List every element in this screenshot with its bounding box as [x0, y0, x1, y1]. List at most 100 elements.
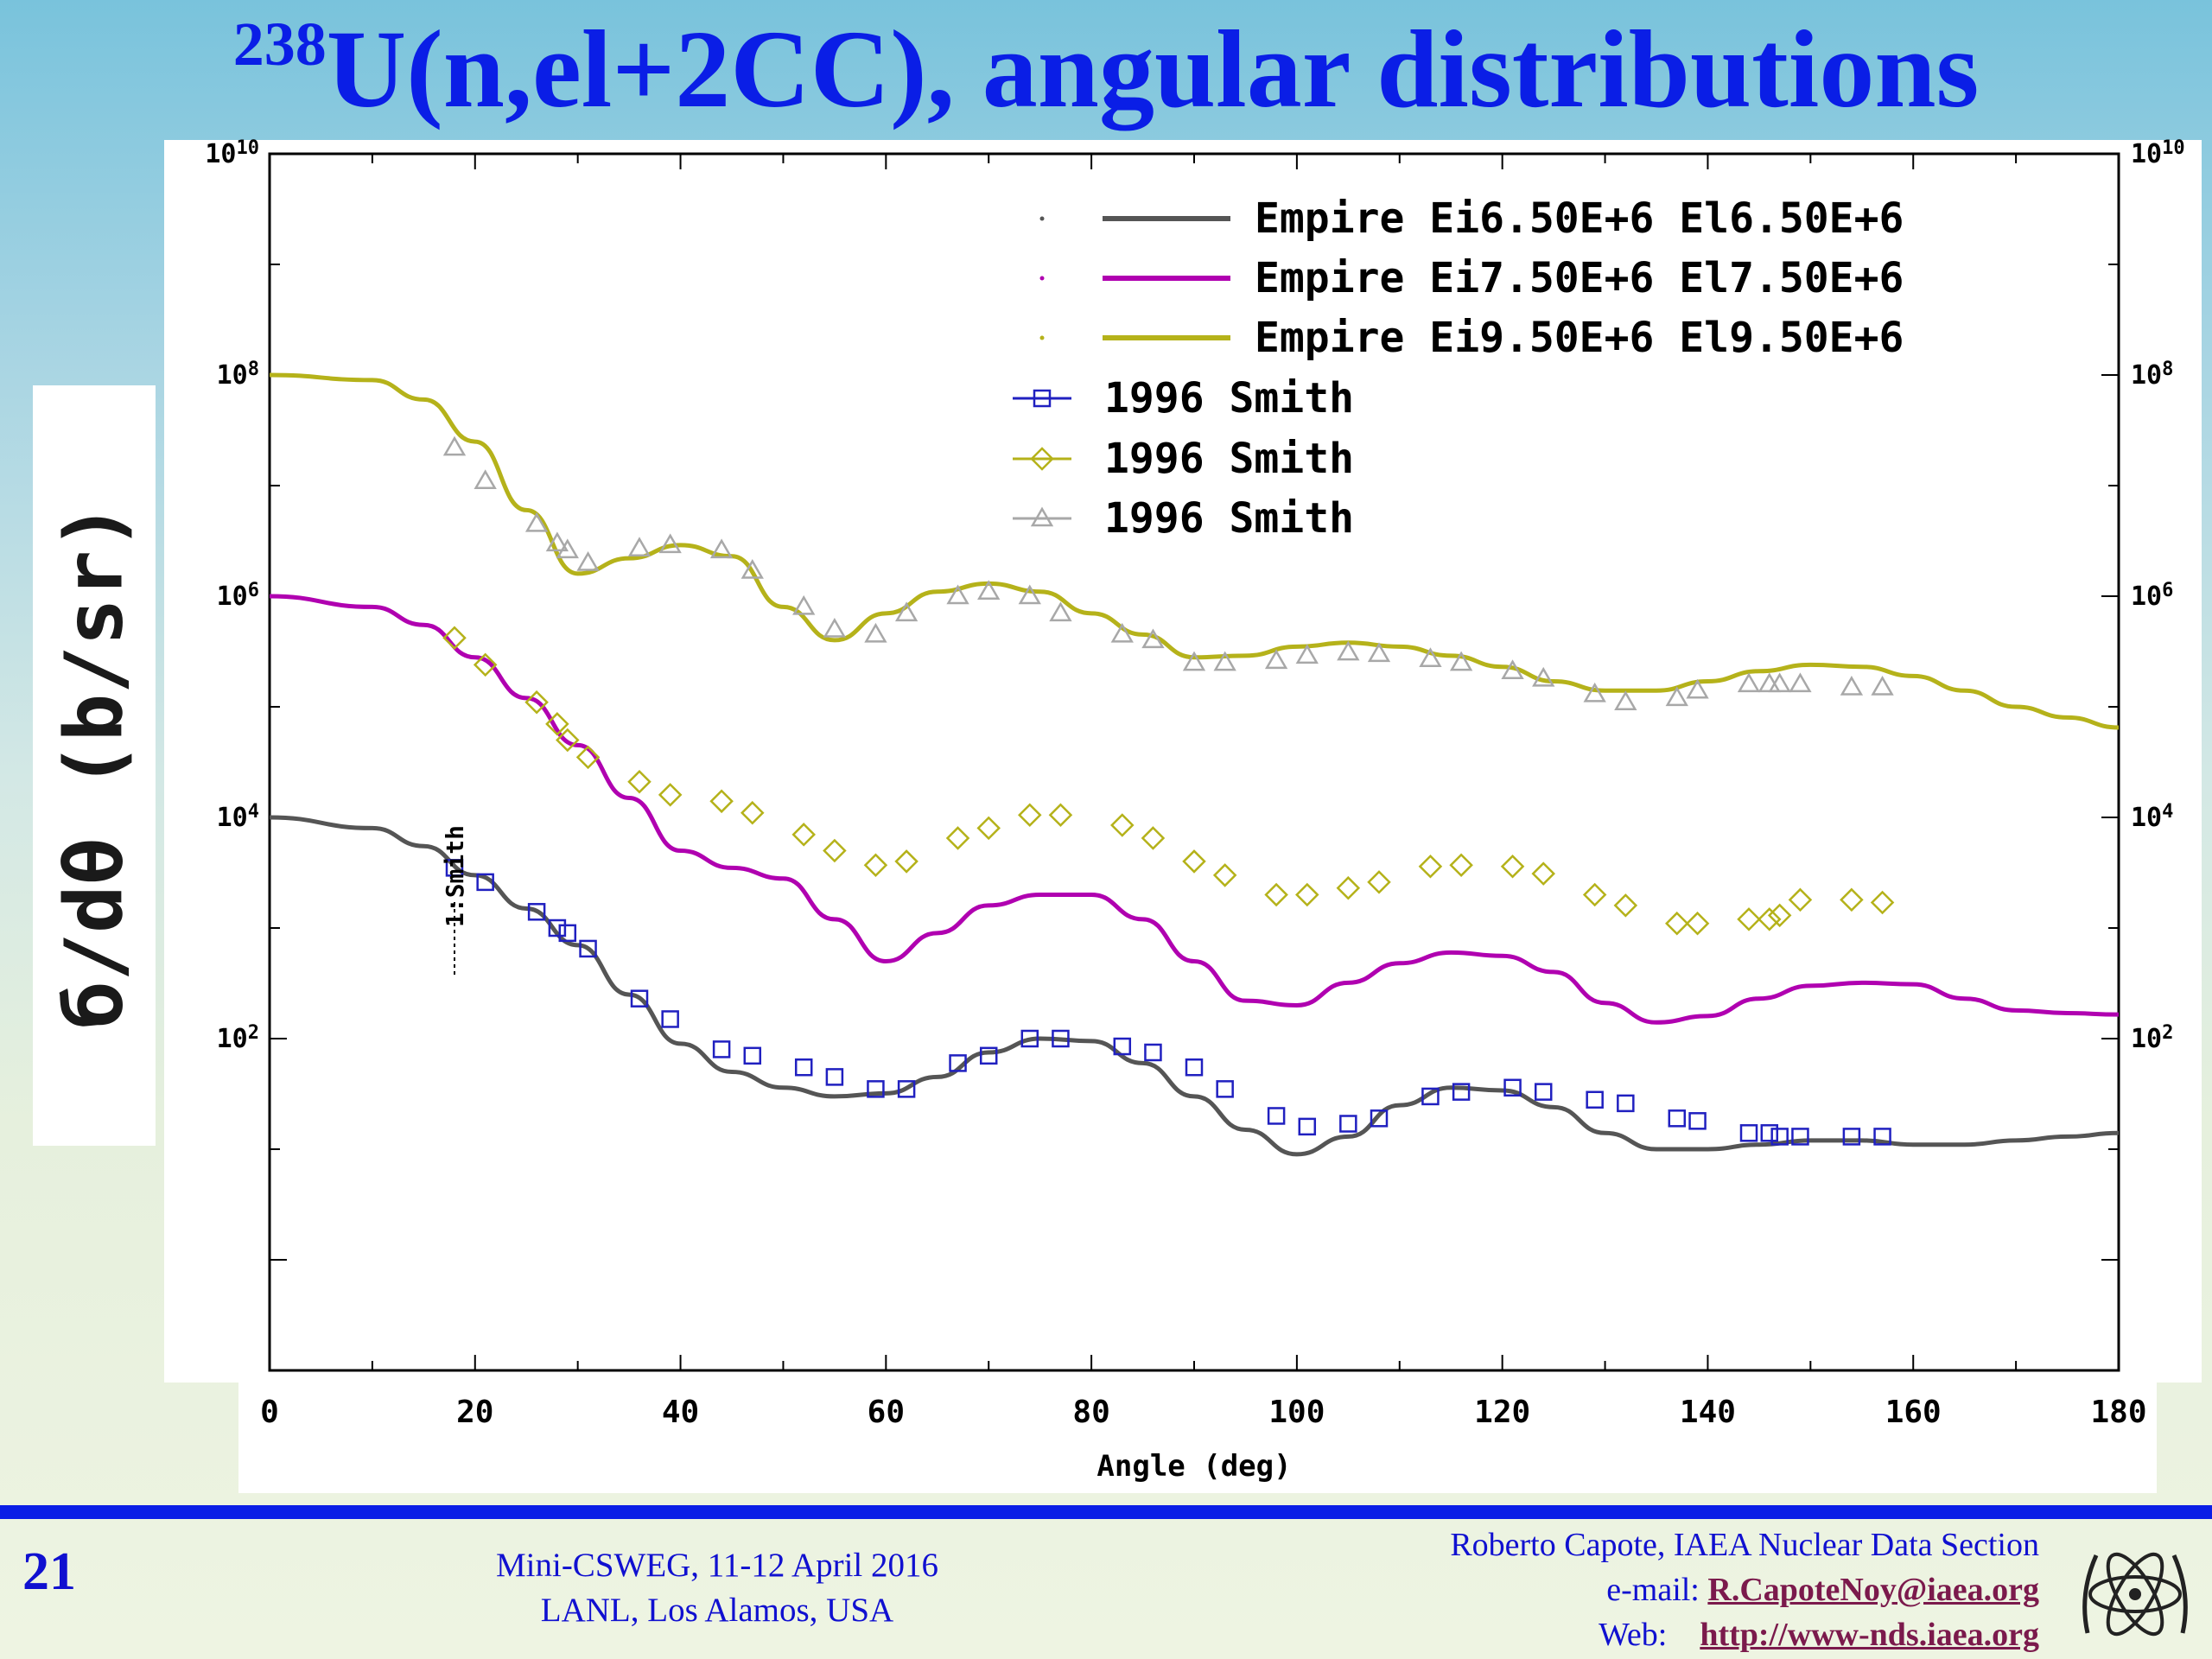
data-point-diamond [1685, 911, 1710, 936]
legend-entry: 1996 Smith [1104, 435, 1354, 483]
data-point-triangle [1768, 672, 1791, 693]
data-point-diamond [545, 712, 569, 736]
x-tick-label: 160 [1885, 1395, 1942, 1430]
x-tick-label: 80 [1072, 1395, 1109, 1430]
data-point-square [1791, 1128, 1809, 1146]
data-point-diamond [1418, 855, 1443, 879]
data-point-diamond [1182, 849, 1206, 874]
x-tick-label: 40 [662, 1395, 699, 1430]
data-point-square [558, 924, 577, 943]
data-point-triangle [556, 538, 579, 559]
x-tick-label: 100 [1268, 1395, 1325, 1430]
data-point-triangle [1789, 672, 1812, 693]
x-axis-label-background [238, 1379, 2157, 1493]
data-point-diamond [1767, 903, 1792, 928]
conference-line-2: LANL, Los Alamos, USA [540, 1592, 894, 1629]
data-point-diamond [1449, 853, 1473, 878]
data-point-diamond [1264, 882, 1288, 907]
right-axis-background [2124, 140, 2202, 1382]
data-point-diamond [575, 745, 601, 770]
data-point-triangle [1049, 601, 1072, 622]
data-point-triangle [1337, 640, 1360, 661]
author-line: Roberto Capote, IAEA Nuclear Data Sectio… [1450, 1527, 2039, 1563]
data-point-triangle [741, 559, 764, 579]
data-point-diamond [1367, 870, 1391, 894]
data-point-triangle [1141, 628, 1165, 649]
data-point-square [527, 903, 546, 921]
data-point-diamond [1141, 826, 1166, 850]
y-tick-label-right: 1010 [2131, 137, 2185, 169]
data-point-triangle [1614, 690, 1637, 710]
data-point-square [979, 1046, 998, 1065]
data-point-diamond [524, 690, 549, 715]
data-point-diamond [658, 783, 683, 807]
series-line-3 [269, 372, 2120, 730]
data-point-diamond [1110, 813, 1135, 837]
data-point-diamond [863, 853, 888, 878]
data-point-triangle [1419, 647, 1442, 668]
data-point-triangle [1213, 651, 1236, 671]
data-point-square [630, 989, 649, 1007]
data-point-square [1339, 1115, 1357, 1133]
data-point-diamond [1665, 911, 1689, 936]
slide-title: 238U(n,el+2CC), angular distributions [0, 0, 2212, 138]
data-point-diamond [945, 826, 970, 850]
author-info: Roberto Capote, IAEA Nuclear Data Sectio… [1123, 1522, 2039, 1657]
data-point-triangle [442, 435, 467, 456]
data-point-triangle [1295, 644, 1319, 664]
page-number: 21 [22, 1542, 76, 1601]
web-label: Web: [1599, 1617, 1668, 1653]
data-point-square [1370, 1109, 1389, 1128]
data-point-square [1586, 1090, 1604, 1109]
y-tick-label-right: 104 [2131, 801, 2173, 833]
data-point-triangle [977, 580, 1001, 600]
y-axis-label-box [33, 385, 156, 1146]
data-point-diamond [1531, 861, 1555, 886]
legend-entry: Empire Ei9.50E+6 El9.50E+6 [1255, 314, 1904, 362]
data-point-triangle [1532, 666, 1555, 687]
data-point-square [825, 1068, 844, 1086]
title-text: U(n,el+2CC), angular distributions [326, 8, 1980, 130]
email-label: e-mail: [1606, 1572, 1700, 1608]
data-point-triangle [946, 584, 969, 605]
data-point-diamond [1613, 893, 1638, 918]
data-point-square [1298, 1117, 1317, 1136]
data-point-square [1421, 1087, 1440, 1106]
data-point-triangle [864, 622, 887, 643]
data-point-square [1216, 1080, 1234, 1098]
x-tick-label: 140 [1680, 1395, 1736, 1430]
data-point-triangle [1110, 622, 1134, 643]
data-point-triangle [627, 537, 652, 557]
data-point-diamond [1788, 887, 1813, 912]
data-point-triangle [1449, 651, 1473, 671]
x-tick-label: 60 [868, 1395, 905, 1430]
data-point-triangle [658, 533, 682, 554]
y-tick-label-right: 102 [2131, 1022, 2173, 1054]
legend-point [1039, 335, 1045, 340]
data-point-square [445, 859, 464, 877]
legend-entry: 1996 Smith [1104, 374, 1354, 423]
data-point-square [1267, 1107, 1286, 1125]
data-point-diamond [1840, 887, 1864, 912]
data-point-square [1144, 1043, 1162, 1062]
data-point-square [579, 939, 597, 958]
data-point-triangle [1182, 651, 1206, 671]
data-point-diamond [741, 800, 765, 825]
data-point-triangle [474, 469, 497, 489]
data-point-square [1503, 1078, 1522, 1097]
data-point-diamond [1870, 890, 1895, 915]
data-point-triangle [1583, 682, 1606, 702]
web-link[interactable]: http://www-nds.iaea.org [1700, 1617, 2039, 1653]
data-point-diamond [1212, 863, 1237, 887]
data-point-square [1052, 1029, 1070, 1048]
legend-entry: 1996 Smith [1104, 494, 1354, 543]
data-point-square [1020, 1029, 1039, 1048]
x-tick-label: 120 [1474, 1395, 1530, 1430]
data-point-square [661, 1010, 679, 1028]
data-point-triangle [576, 550, 600, 571]
email-link[interactable]: R.CapoteNoy@iaea.org [1707, 1572, 2039, 1608]
data-point-diamond [1295, 882, 1319, 907]
y-tick-label-left: 108 [217, 359, 259, 391]
data-point-square [1873, 1128, 1891, 1146]
data-point-square [1842, 1128, 1861, 1146]
